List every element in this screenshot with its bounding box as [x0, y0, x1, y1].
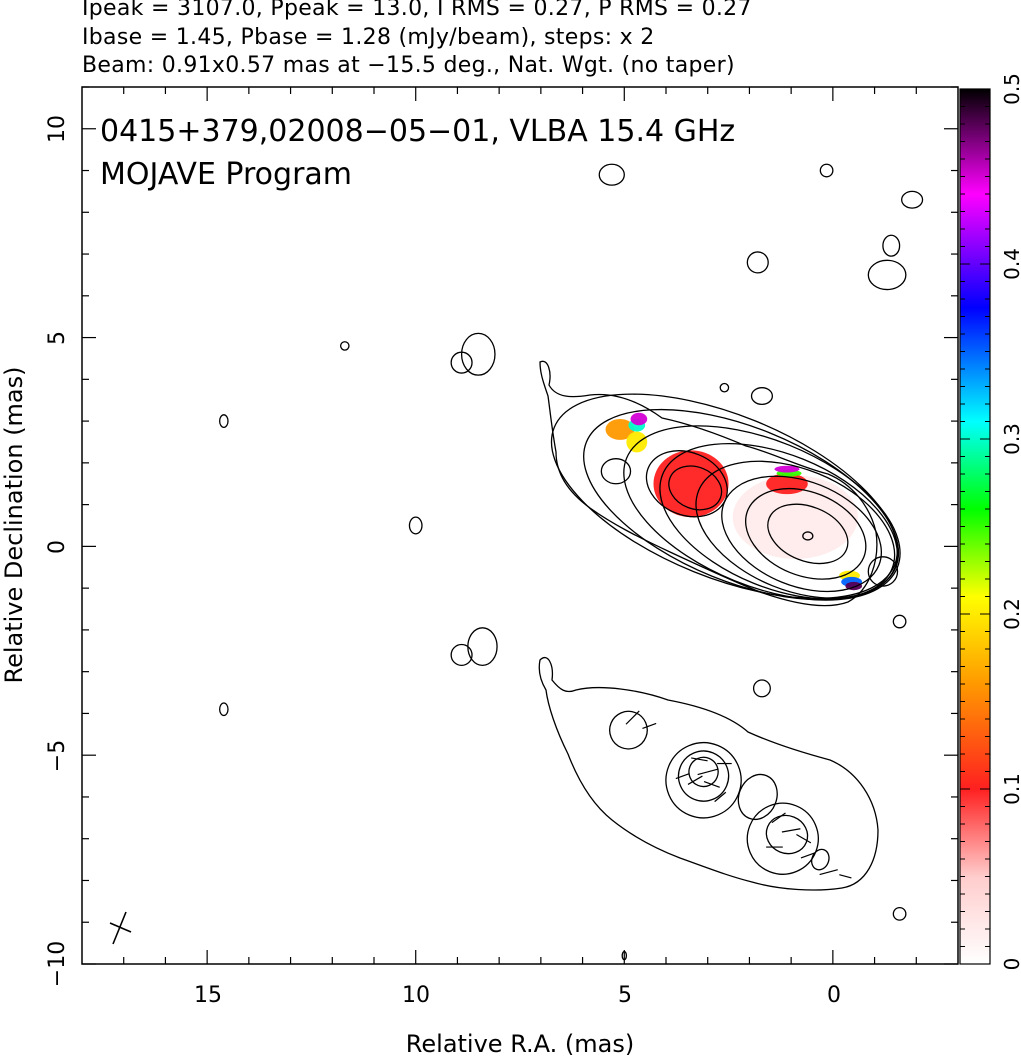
noise-contour-11: [719, 382, 730, 393]
noise-contour-19: [219, 702, 229, 717]
evpa-tick-6: [675, 773, 690, 780]
evpa-tick-9: [771, 812, 786, 824]
noise-contour-9: [219, 414, 229, 429]
noise-contour-8: [339, 341, 350, 351]
y-tick-label-0: 0: [45, 540, 70, 554]
lower-jet-contour-4: [765, 814, 809, 855]
x-tick-label-0: 0: [827, 983, 841, 1008]
jet-contour-0: [767, 503, 849, 565]
pol-patch-3: [605, 419, 635, 440]
jet-outer-contour: [539, 360, 878, 607]
noise-contour-18: [752, 679, 771, 698]
lower-jet-contour-0: [665, 742, 742, 819]
lower-jet-contour-7: [737, 773, 778, 821]
core-contour: [802, 531, 814, 541]
y-tick-label-minus5: −5: [45, 740, 70, 772]
evpa-tick-10: [781, 828, 801, 833]
noise-contour-20: [892, 906, 907, 921]
pol-patch-0: [732, 475, 858, 559]
y-tick-label-minus10: −10: [45, 941, 70, 987]
jet-contour-9: [645, 450, 728, 518]
lower-jet-outer-contour: [538, 656, 879, 891]
evpa-tick-0: [625, 710, 640, 725]
pol-patch-6: [630, 412, 648, 426]
beam-major-axis: [112, 911, 127, 945]
noise-contour-3: [882, 234, 901, 257]
lower-jet-contour-1: [677, 750, 730, 802]
total-intensity-contours: [219, 163, 924, 961]
lower-jet-contour-6: [609, 710, 648, 750]
noise-contour-17: [467, 627, 498, 667]
noise-contour-12: [600, 458, 632, 485]
noise-contour-10: [750, 387, 774, 406]
program-label: MOJAVE Program: [100, 157, 352, 192]
colorbar: 0 0.1 0.2 0.3 0.4 0.5: [959, 73, 1021, 971]
beam-symbol: [109, 911, 132, 945]
evpa-tick-3: [697, 768, 718, 776]
evpa-vectors: [625, 710, 852, 879]
noise-contour-14: [867, 556, 899, 587]
noise-contour-2: [901, 190, 924, 209]
evpa-tick-5: [687, 775, 703, 785]
noise-contour-4: [867, 259, 907, 291]
jet-contour-8: [668, 465, 723, 511]
colorbar-label-0.3: 0.3: [1000, 423, 1021, 455]
noise-contour-15: [892, 614, 907, 629]
lower-jet-contour-5: [811, 848, 830, 871]
evpa-tick-1: [642, 722, 657, 730]
pol-patch-8: [774, 465, 800, 473]
jet-contour-3: [695, 460, 896, 599]
evpa-tick-8: [714, 791, 727, 803]
colorbar-ticks: [960, 88, 990, 965]
x-axis-label: Relative R.A. (mas): [406, 1030, 634, 1058]
axis-ticks: [82, 86, 958, 965]
evpa-tick-11: [796, 834, 812, 844]
evpa-tick-14: [819, 869, 838, 876]
jet-contour-6: [583, 408, 900, 601]
evpa-tick-4: [703, 781, 720, 788]
evpa-tick-15: [839, 874, 852, 879]
y-tick-label-10: 10: [45, 115, 70, 143]
noise-contour-1: [819, 163, 834, 178]
colorbar-label-0: 0: [1000, 958, 1021, 971]
noise-contour-13: [408, 516, 423, 535]
jet-contour-7: [550, 393, 898, 600]
colorbar-label-0.1: 0.1: [1000, 773, 1021, 805]
pol-patch-4: [626, 431, 648, 453]
stats-line-1: Ipeak = 3107.0, Ppeak = 13.0, I RMS = 0.…: [82, 0, 752, 21]
noise-contour-5: [746, 251, 769, 274]
evpa-tick-13: [800, 852, 815, 859]
pol-patch-1: [653, 450, 729, 518]
x-tick-label-10: 10: [402, 983, 430, 1008]
lower-jet-contour-2: [688, 756, 719, 788]
stats-line-2: Ibase = 1.45, Pbase = 1.28 (mJy/beam), s…: [82, 25, 655, 50]
beam-minor-axis: [109, 922, 132, 933]
y-tick-label-5: 5: [45, 331, 70, 345]
x-tick-label-15: 15: [194, 983, 222, 1008]
beam-info-line: Beam: 0.91x0.57 mas at −15.5 deg., Nat. …: [82, 53, 735, 78]
plot-frame: [81, 86, 959, 965]
colorbar-label-0.4: 0.4: [1000, 248, 1021, 280]
plot-axes: 15 10 5 0 10 5 0 −5 −10 Relative R.A. (m…: [0, 86, 959, 1058]
colorbar-label-0.2: 0.2: [1000, 598, 1021, 630]
source-title: 0415+379,02008−05−01, VLBA 15.4 GHz: [100, 114, 735, 149]
noise-contour-7: [460, 332, 496, 376]
noise-contour-0: [598, 163, 625, 186]
y-axis-label: Relative Declination (mas): [0, 366, 28, 683]
colorbar-label-0.5: 0.5: [1000, 73, 1021, 105]
evpa-tick-2: [691, 757, 708, 762]
x-tick-label-5: 5: [618, 983, 632, 1008]
jet-contour-1: [745, 487, 867, 580]
lower-jet-contour-3: [746, 802, 819, 875]
noise-contour-16: [450, 643, 473, 667]
